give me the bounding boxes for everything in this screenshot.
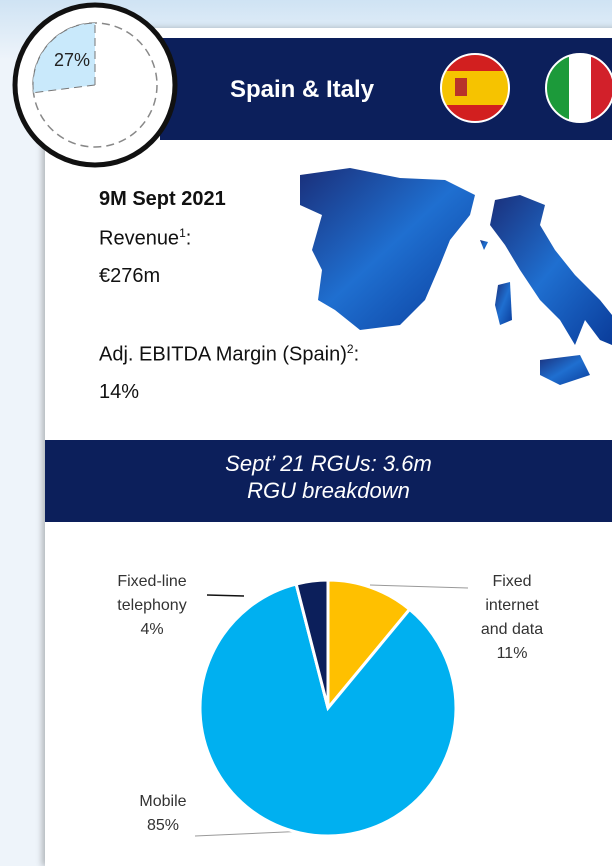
category: Fixed internet and data: [480, 573, 544, 638]
note: 2: [346, 342, 354, 356]
leader-line: [369, 584, 469, 589]
value-label: 11%: [496, 645, 528, 662]
italy-flag: [546, 54, 612, 122]
revenue-label: Revenue1:: [99, 226, 191, 251]
spain-flag: [441, 54, 509, 122]
slice-label: Fixed internet and data 11%: [473, 570, 551, 666]
share-wedge: [32, 22, 96, 94]
label: Revenue: [99, 227, 180, 250]
share-badge: 27%: [12, 2, 178, 168]
value-label: 85%: [146, 817, 180, 834]
rgu-line1: Sept’ 21 RGUs: 3.6m: [225, 451, 432, 476]
revenue-value: €276m: [99, 265, 161, 287]
leader-line: [206, 594, 245, 597]
margin-label: Adj. EBITDA Margin (Spain)2:: [99, 342, 359, 367]
note: 1: [179, 226, 186, 240]
period: 9M Sept 2021: [99, 188, 226, 210]
slice-label: Mobile 85%: [108, 790, 218, 838]
colon: :: [185, 227, 192, 250]
margin-value: 14%: [99, 381, 140, 403]
header-band: Spain & Italy: [160, 38, 612, 140]
title: Spain & Italy: [230, 76, 375, 103]
value-label: 4%: [140, 621, 164, 638]
colon: :: [353, 343, 360, 366]
category: Mobile: [139, 793, 187, 810]
pie-slice: [294, 578, 330, 709]
map: [300, 168, 612, 385]
pie-slice: [326, 578, 412, 713]
slice-label: Fixed-line telephony 4%: [92, 570, 212, 642]
share-label: 27%: [54, 50, 90, 70]
label: Adj. EBITDA Margin (Spain): [99, 343, 347, 366]
pie-slice: [198, 582, 458, 838]
rgu-band: Sept’ 21 RGUs: 3.6m RGU breakdown: [45, 440, 612, 522]
category: Fixed-line telephony: [117, 573, 187, 614]
rgu-line2: RGU breakdown: [247, 478, 410, 503]
